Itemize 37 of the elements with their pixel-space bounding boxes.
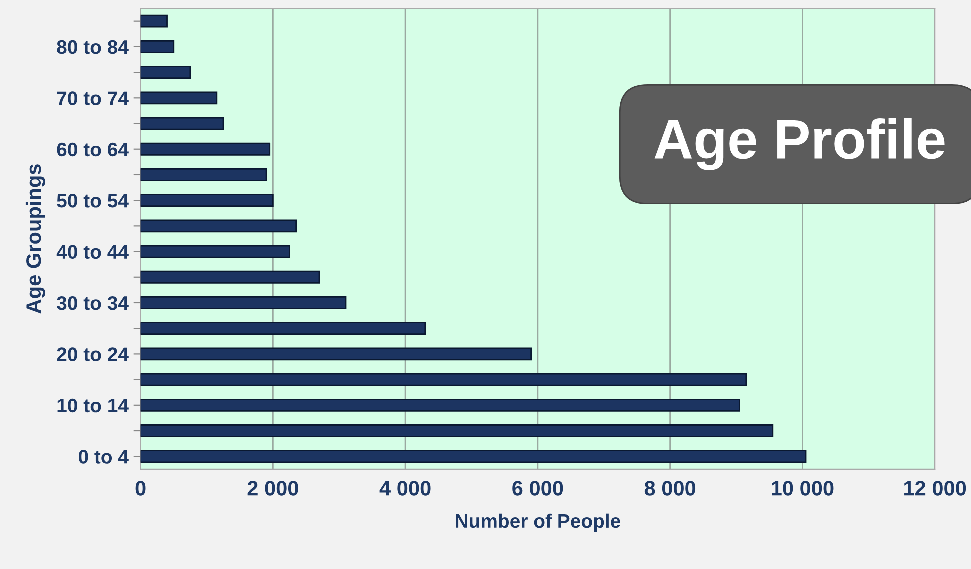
x-axis-title: Number of People [456, 514, 620, 532]
bar [140, 450, 807, 464]
y-axis-title: Age Groupings [26, 164, 46, 314]
x-tick-label: 8 000 [644, 481, 696, 496]
y-tick-label: 80 to 84 [57, 40, 129, 54]
y-tick-label: 20 to 24 [57, 348, 129, 362]
bar [140, 348, 532, 361]
x-tick-label: 6 000 [512, 481, 564, 496]
x-tick-label: 12 000 [904, 481, 966, 496]
y-tick-label: 40 to 44 [56, 245, 129, 260]
y-tick-label: 0 to 4 [78, 450, 129, 464]
bar [140, 142, 271, 156]
x-tick-label: 4 000 [380, 481, 431, 496]
y-tick-label: 50 to 54 [57, 194, 129, 208]
y-tick-label: 70 to 74 [57, 92, 129, 106]
bar [140, 424, 774, 438]
bar [140, 66, 192, 80]
bar [140, 92, 218, 105]
text: Age Profile [654, 118, 945, 171]
bar [140, 245, 290, 258]
y-tick-label: 60 to 64 [57, 142, 129, 157]
x-tick-label: 2 000 [248, 481, 298, 496]
bar [140, 296, 347, 310]
bar [140, 220, 298, 233]
x-tick-label: 10 000 [772, 481, 834, 496]
x-tick-label: 0 [136, 481, 146, 496]
bar [140, 14, 168, 28]
y-tick-label: 30 to 34 [57, 296, 129, 310]
bar [140, 373, 748, 386]
bar [140, 40, 175, 54]
bar [140, 270, 320, 284]
bar [140, 117, 224, 130]
bar [140, 322, 426, 336]
bar [140, 168, 268, 182]
bar [140, 194, 274, 208]
y-tick-label: 10 to 14 [58, 398, 129, 413]
bar [140, 398, 741, 412]
